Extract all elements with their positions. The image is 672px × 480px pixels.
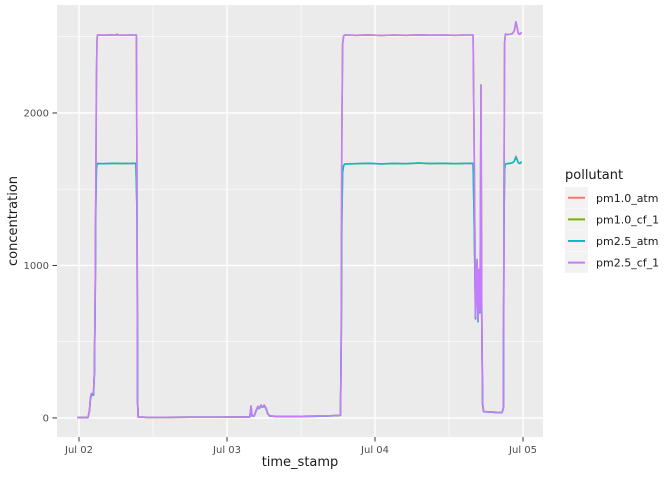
- legend-item: pm1.0_atm: [565, 187, 658, 209]
- x-tick-labels: Jul 02 Jul 03 Jul 04 Jul 05: [64, 445, 537, 456]
- y-tick-label: 0: [43, 413, 49, 424]
- panel-background: [57, 5, 543, 437]
- x-tick-label: Jul 05: [508, 445, 537, 456]
- legend-item: pm1.0_cf_1: [565, 208, 659, 230]
- legend-item-label: pm1.0_atm: [596, 192, 658, 205]
- y-tick-label: 1000: [24, 261, 49, 272]
- legend-item-label: pm1.0_cf_1: [596, 213, 659, 226]
- legend-items: pm1.0_atm pm1.0_cf_1 pm2.5_atm pm2.5_cf_1: [565, 187, 659, 273]
- y-axis-title: concentration: [6, 176, 21, 266]
- x-tick-label: Jul 04: [360, 445, 389, 456]
- legend-item: pm2.5_atm: [565, 230, 658, 252]
- x-tick-label: Jul 03: [212, 445, 241, 456]
- legend-item-label: pm2.5_atm: [596, 235, 658, 248]
- legend: pollutant pm1.0_atmpm1.0_cf_1pm2.5_atmpm…: [565, 168, 659, 273]
- axis-tick-marks: [52, 112, 524, 442]
- series-lines: [77, 20, 523, 419]
- legend-title: pollutant: [565, 168, 623, 183]
- x-axis-title: time_stamp: [262, 455, 339, 470]
- legend-item: pm2.5_cf_1: [565, 251, 659, 273]
- series-line-pm2.5_cf_1: [77, 20, 523, 419]
- y-tick-label: 2000: [24, 108, 49, 119]
- legend-item-label: pm2.5_cf_1: [596, 257, 659, 270]
- y-tick-labels: 0 1000 2000: [24, 108, 49, 424]
- x-tick-label: Jul 02: [64, 445, 93, 456]
